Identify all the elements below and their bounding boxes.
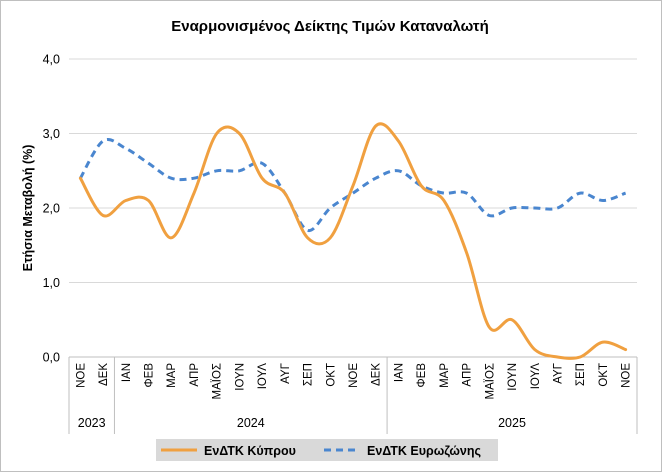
x-tick-labels: ΝΟΕ ΔΕΚ ΙΑΝ ΦΕΒ ΜΑΡ ΑΠΡ ΜΑΪΟΣ ΙΟΥΝ ΙΟΥΛ ΑΥΓ ΣΕΠ ΟΚΤ… [75, 362, 632, 399]
y-axis-label: Ετήσια Μεταβολή (%) [21, 145, 35, 272]
x-tick-label: ΑΥΓ [280, 362, 292, 383]
year-label: 2024 [237, 416, 265, 430]
x-tick-label: ΔΕΚ [98, 363, 110, 386]
x-tick-label: ΙΟΥΛ [530, 363, 542, 390]
x-tick-label: ΙΟΥΝ [507, 363, 519, 391]
y-tick-label: 4,0 [43, 53, 60, 67]
x-tick-label: ΣΕΠ [575, 363, 587, 386]
x-tick-label: ΑΠΡ [189, 363, 201, 387]
x-tick-label: ΣΕΠ [303, 363, 315, 386]
chart-title: Εναρμονισμένος Δείκτης Τιμών Καταναλωτή [171, 18, 489, 35]
series-line-eurozone [79, 138, 627, 232]
x-tick-label: ΑΥΓ [553, 362, 565, 383]
x-tick-label: ΝΟΕ [621, 363, 633, 388]
x-tick-label: ΜΑΪΟΣ [212, 363, 224, 400]
x-tick-label: ΙΟΥΛ [257, 363, 269, 390]
x-tick-label: ΝΟΕ [75, 363, 87, 388]
x-tick-label: ΙΑΝ [121, 363, 133, 382]
x-tick-label: ΑΠΡ [462, 363, 474, 387]
legend-label: ΕνΔΤΚ Κύπρου [204, 444, 296, 458]
y-tick-labels: 0,0 1,0 2,0 3,0 4,0 [43, 53, 60, 365]
legend: ΕνΔΤΚ Κύπρου ΕνΔΤΚ Ευρωζώνης [156, 439, 498, 461]
x-tick-label: ΜΑΡ [166, 363, 178, 388]
x-tick-label: ΟΚΤ [598, 363, 610, 387]
x-tick-label: ΦΕΒ [416, 363, 428, 388]
x-tick-label: ΜΑΡ [439, 363, 451, 388]
gridlines [69, 58, 637, 283]
legend-label: ΕνΔΤΚ Ευρωζώνης [367, 444, 481, 458]
year-label: 2025 [498, 416, 526, 430]
x-tick-label: ΙΟΥΝ [234, 363, 246, 391]
x-tick-label: ΔΕΚ [371, 363, 383, 386]
x-tick-label: ΦΕΒ [144, 363, 156, 388]
y-tick-label: 2,0 [43, 202, 60, 216]
y-tick-label: 1,0 [43, 276, 60, 290]
y-tick-label: 0,0 [43, 351, 60, 365]
y-tick-label: 3,0 [43, 127, 60, 141]
year-labels: 2023 2024 2025 [78, 416, 526, 430]
year-label: 2023 [78, 416, 106, 430]
x-tick-label: ΝΟΕ [348, 363, 360, 388]
x-tick-label: ΜΑΪΟΣ [484, 363, 496, 400]
x-tick-label: ΙΑΝ [393, 363, 405, 382]
series-line-cyprus [78, 122, 628, 360]
series-lines [78, 122, 628, 360]
x-tick-label: ΟΚΤ [325, 363, 337, 387]
x-axis [68, 356, 638, 434]
